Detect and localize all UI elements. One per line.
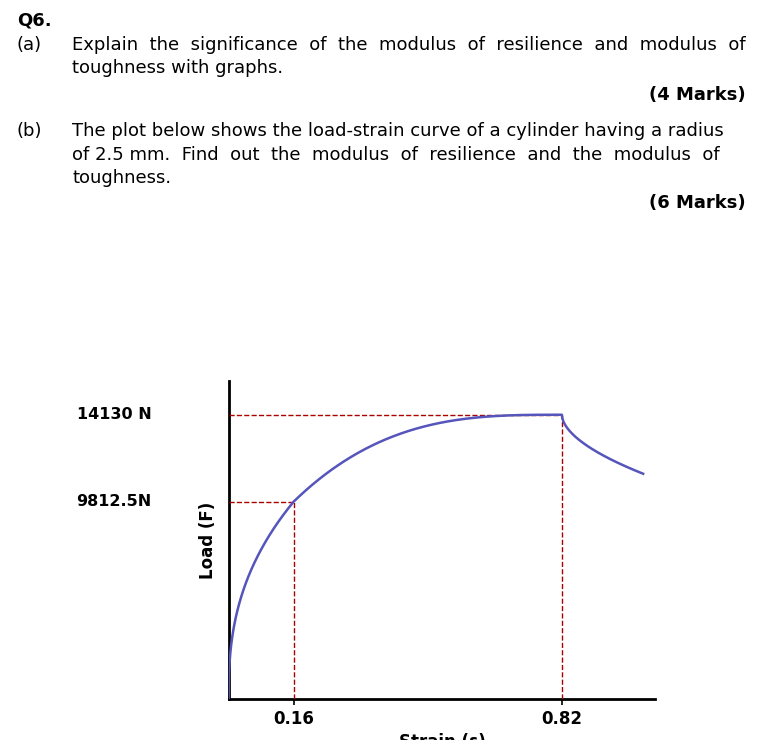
Text: (b): (b) <box>17 122 42 140</box>
Text: (4 Marks): (4 Marks) <box>648 86 745 104</box>
Text: (6 Marks): (6 Marks) <box>648 194 745 212</box>
Text: Q6.: Q6. <box>17 12 51 30</box>
Text: of 2.5 mm.  Find  out  the  modulus  of  resilience  and  the  modulus  of: of 2.5 mm. Find out the modulus of resil… <box>72 146 720 164</box>
Text: 14130 N: 14130 N <box>77 407 152 423</box>
Y-axis label: Load (F): Load (F) <box>200 502 217 579</box>
Text: toughness.: toughness. <box>72 169 171 187</box>
X-axis label: Strain (ε): Strain (ε) <box>399 733 485 740</box>
Text: The plot below shows the load-strain curve of a cylinder having a radius: The plot below shows the load-strain cur… <box>72 122 724 140</box>
Text: (a): (a) <box>17 36 42 53</box>
Text: 9812.5N: 9812.5N <box>76 494 152 509</box>
Text: toughness with graphs.: toughness with graphs. <box>72 59 283 77</box>
Text: Explain  the  significance  of  the  modulus  of  resilience  and  modulus  of: Explain the significance of the modulus … <box>72 36 746 53</box>
